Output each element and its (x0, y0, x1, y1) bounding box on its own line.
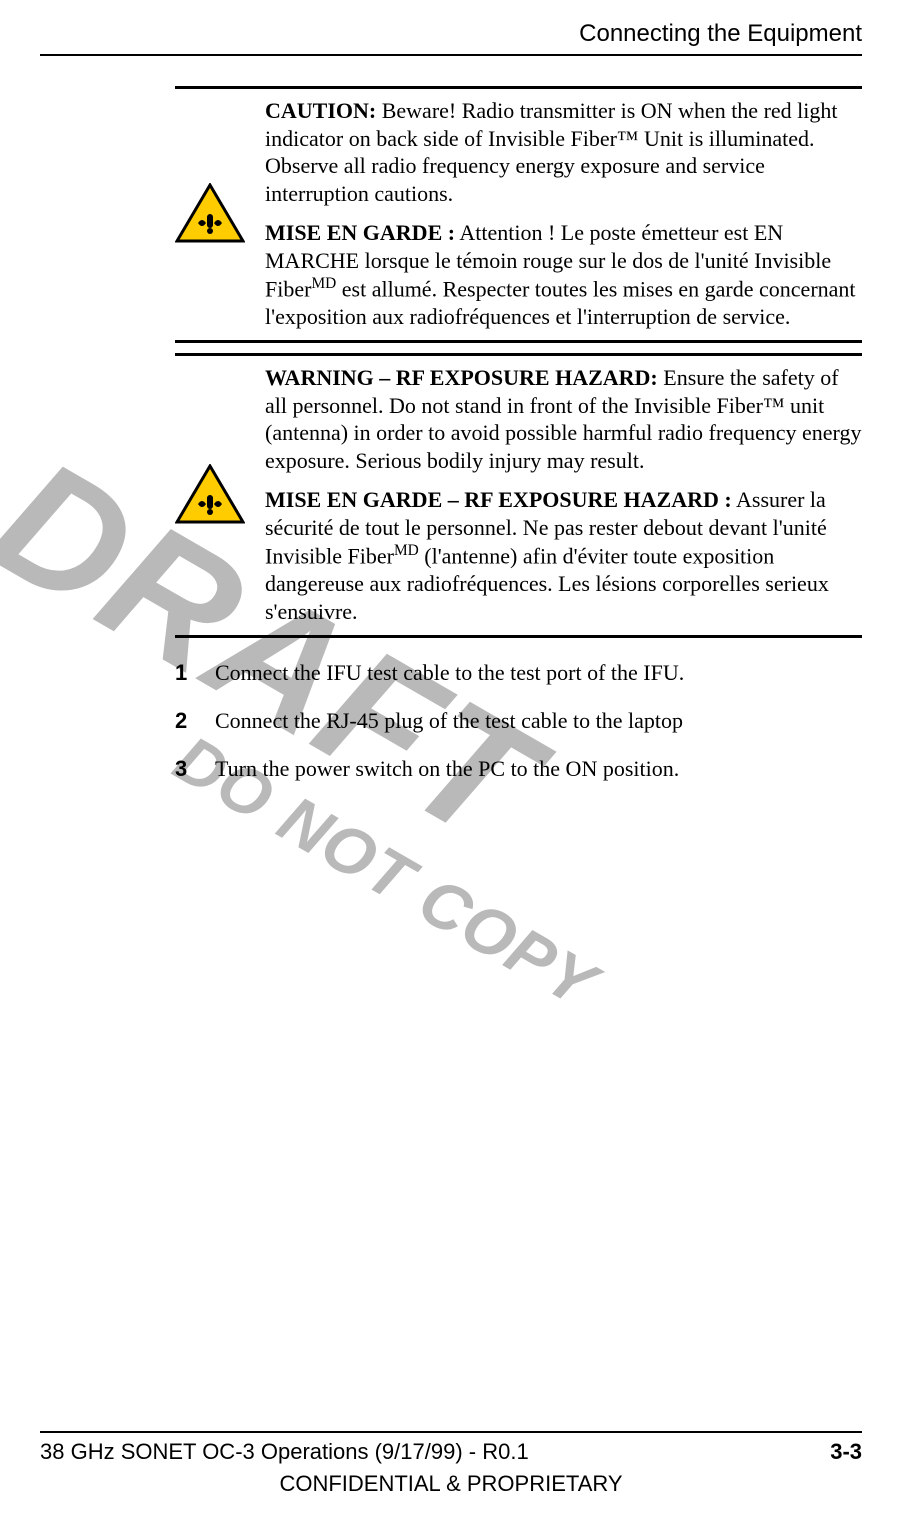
warning-block: WARNING – RF EXPOSURE HAZARD: Ensure the… (175, 353, 862, 638)
footer-center: CONFIDENTIAL & PROPRIETARY (40, 1471, 862, 1497)
warning-fr-sup: MD (394, 542, 419, 559)
warning-fr-paragraph: MISE EN GARDE – RF EXPOSURE HAZARD : Ass… (265, 486, 862, 625)
warning-text: WARNING – RF EXPOSURE HAZARD: Ensure the… (265, 364, 862, 625)
step-row: 2 Connect the RJ-45 plug of the test cab… (175, 708, 862, 734)
caution-fr-text-2: est allumé. Respecter toutes les mises e… (265, 276, 856, 329)
warning-triangle-icon (175, 464, 245, 526)
footer-page-number: 3-3 (830, 1439, 862, 1465)
step-text: Connect the IFU test cable to the test p… (215, 660, 862, 686)
warning-fr-label: MISE EN GARDE – RF EXPOSURE HAZARD : (265, 487, 732, 512)
step-text: Turn the power switch on the PC to the O… (215, 756, 862, 782)
step-row: 3 Turn the power switch on the PC to the… (175, 756, 862, 782)
warning-en-paragraph: WARNING – RF EXPOSURE HAZARD: Ensure the… (265, 364, 862, 474)
steps-list: 1 Connect the IFU test cable to the test… (175, 660, 862, 782)
header-rule (40, 54, 862, 56)
footer-rule (40, 1431, 862, 1433)
step-text: Connect the RJ-45 plug of the test cable… (215, 708, 862, 734)
caution-en-label: CAUTION: (265, 98, 376, 123)
caution-icon-col (175, 183, 265, 245)
caution-fr-sup: MD (311, 275, 336, 292)
page-footer: 38 GHz SONET OC-3 Operations (9/17/99) -… (40, 1431, 862, 1497)
caution-fr-label: MISE EN GARDE : (265, 220, 455, 245)
warning-icon-col (175, 464, 265, 526)
footer-left: 38 GHz SONET OC-3 Operations (9/17/99) -… (40, 1439, 529, 1465)
caution-text: CAUTION: Beware! Radio transmitter is ON… (265, 97, 862, 330)
step-number: 3 (175, 756, 215, 782)
step-number: 1 (175, 660, 215, 686)
step-number: 2 (175, 708, 215, 734)
caution-triangle-icon (175, 183, 245, 245)
step-row: 1 Connect the IFU test cable to the test… (175, 660, 862, 686)
warning-en-label: WARNING – RF EXPOSURE HAZARD: (265, 365, 658, 390)
caution-en-paragraph: CAUTION: Beware! Radio transmitter is ON… (265, 97, 862, 207)
caution-fr-paragraph: MISE EN GARDE : Attention ! Le poste éme… (265, 219, 862, 330)
caution-block: CAUTION: Beware! Radio transmitter is ON… (175, 86, 862, 343)
page-section-title: Connecting the Equipment (40, 20, 862, 48)
